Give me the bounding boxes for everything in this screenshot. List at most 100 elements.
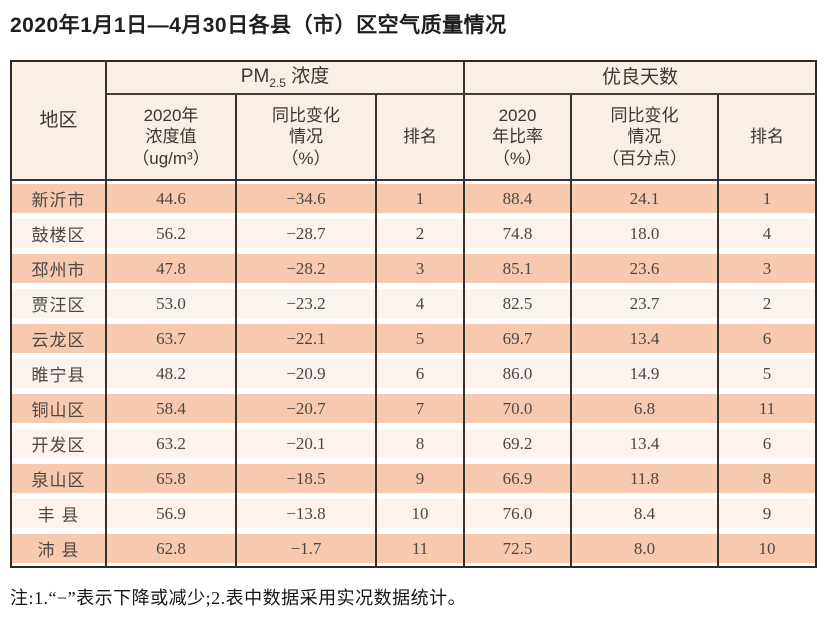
column-header-pm-value: 2020年 浓度值 （ug/m³） <box>106 94 237 181</box>
good-change-cell: 11.8 <box>571 461 719 496</box>
column-header-pm-change: 同比变化 情况 （%） <box>236 94 377 181</box>
pm-rank-cell: 11 <box>376 531 465 567</box>
pm-change-cell: −13.8 <box>236 496 377 531</box>
pm-rank-cell: 5 <box>376 321 465 356</box>
table-row: 泉山区 65.8 −18.5 9 66.9 11.8 8 <box>11 461 817 496</box>
good-change-cell: 14.9 <box>571 356 719 391</box>
pm-value-cell: 56.2 <box>106 216 237 251</box>
good-change-cell: 23.6 <box>571 251 719 286</box>
pm-value-cell: 63.7 <box>106 321 237 356</box>
pm-rank-cell: 4 <box>376 286 465 321</box>
good-ratio-cell: 69.7 <box>464 321 572 356</box>
column-header-region: 地区 <box>11 61 107 181</box>
region-cell: 泉山区 <box>11 461 107 496</box>
good-ratio-cell: 69.2 <box>464 426 572 461</box>
pm-change-cell: −34.6 <box>236 180 377 216</box>
column-group-good-days: 优良天数 <box>464 61 817 95</box>
air-quality-table: 地区 PM2.5 浓度 优良天数 2020年 浓度值 （ug/m³） 同比变化 … <box>10 60 818 568</box>
column-header-good-rank: 排名 <box>718 94 817 181</box>
good-rank-cell: 11 <box>718 391 817 426</box>
pm-value-cell: 65.8 <box>106 461 237 496</box>
pm-rank-cell: 9 <box>376 461 465 496</box>
good-change-cell: 24.1 <box>571 180 719 216</box>
region-cell: 开发区 <box>11 426 107 461</box>
table-row: 开发区 63.2 −20.1 8 69.2 13.4 6 <box>11 426 817 461</box>
pm-value-cell: 56.9 <box>106 496 237 531</box>
region-cell: 丰 县 <box>11 496 107 531</box>
good-ratio-cell: 86.0 <box>464 356 572 391</box>
pm-rank-cell: 7 <box>376 391 465 426</box>
column-group-pm25: PM2.5 浓度 <box>106 61 465 95</box>
good-rank-cell: 8 <box>718 461 817 496</box>
pm-change-cell: −28.2 <box>236 251 377 286</box>
good-rank-cell: 1 <box>718 180 817 216</box>
pm-value-cell: 63.2 <box>106 426 237 461</box>
good-change-cell: 23.7 <box>571 286 719 321</box>
good-ratio-cell: 72.5 <box>464 531 572 567</box>
good-ratio-cell: 82.5 <box>464 286 572 321</box>
region-cell: 新沂市 <box>11 180 107 216</box>
pm-change-cell: −23.2 <box>236 286 377 321</box>
pm-change-cell: −20.9 <box>236 356 377 391</box>
good-rank-cell: 2 <box>718 286 817 321</box>
region-cell: 铜山区 <box>11 391 107 426</box>
pm-change-cell: −20.7 <box>236 391 377 426</box>
good-change-cell: 6.8 <box>571 391 719 426</box>
region-cell: 云龙区 <box>11 321 107 356</box>
good-ratio-cell: 85.1 <box>464 251 572 286</box>
pm-value-cell: 53.0 <box>106 286 237 321</box>
good-change-cell: 8.0 <box>571 531 719 567</box>
pm-rank-cell: 6 <box>376 356 465 391</box>
pm-rank-cell: 8 <box>376 426 465 461</box>
good-ratio-cell: 70.0 <box>464 391 572 426</box>
pm-value-cell: 47.8 <box>106 251 237 286</box>
region-cell: 沛 县 <box>11 531 107 567</box>
table-row: 丰 县 56.9 −13.8 10 76.0 8.4 9 <box>11 496 817 531</box>
region-cell: 贾汪区 <box>11 286 107 321</box>
pm-change-cell: −1.7 <box>236 531 377 567</box>
region-cell: 邳州市 <box>11 251 107 286</box>
good-rank-cell: 6 <box>718 321 817 356</box>
page-title: 2020年1月1日—4月30日各县（市）区空气质量情况 <box>10 14 507 37</box>
table-row: 邳州市 47.8 −28.2 3 85.1 23.6 3 <box>11 251 817 286</box>
pm-change-cell: −18.5 <box>236 461 377 496</box>
column-header-good-change: 同比变化 情况 （百分点） <box>571 94 719 181</box>
header-group-row: 地区 PM2.5 浓度 优良天数 <box>11 61 817 181</box>
table-row: 贾汪区 53.0 −23.2 4 82.5 23.7 2 <box>11 286 817 321</box>
table-row: 睢宁县 48.2 −20.9 6 86.0 14.9 5 <box>11 356 817 391</box>
good-rank-cell: 9 <box>718 496 817 531</box>
table-header: 地区 PM2.5 浓度 优良天数 2020年 浓度值 （ug/m³） 同比变化 … <box>11 61 817 181</box>
pm25-subscript: 2.5 <box>269 75 286 90</box>
pm25-label-rest: 浓度 <box>285 65 330 87</box>
pm-value-cell: 58.4 <box>106 391 237 426</box>
pm25-label: PM <box>240 65 270 87</box>
header-sub-row: 2020年 浓度值 （ug/m³） 同比变化 情况 （%） 排名 2020 年比… <box>11 94 817 181</box>
column-header-pm-rank: 排名 <box>376 94 465 181</box>
good-ratio-cell: 74.8 <box>464 216 572 251</box>
pm-change-cell: −22.1 <box>236 321 377 356</box>
table-body: 新沂市 44.6 −34.6 1 88.4 24.1 1 鼓楼区 56.2 −28.7 2 74.8 1… <box>11 180 817 567</box>
table-row: 铜山区 58.4 −20.7 7 70.0 6.8 11 <box>11 391 817 426</box>
table-row: 沛 县 62.8 −1.7 11 72.5 8.0 10 <box>11 531 817 567</box>
good-rank-cell: 4 <box>718 216 817 251</box>
pm-value-cell: 44.6 <box>106 180 237 216</box>
pm-value-cell: 62.8 <box>106 531 237 567</box>
region-cell: 睢宁县 <box>11 356 107 391</box>
region-cell: 鼓楼区 <box>11 216 107 251</box>
table-row: 云龙区 63.7 −22.1 5 69.7 13.4 6 <box>11 321 817 356</box>
table-row: 新沂市 44.6 −34.6 1 88.4 24.1 1 <box>11 180 817 216</box>
pm-change-cell: −28.7 <box>236 216 377 251</box>
good-ratio-cell: 76.0 <box>464 496 572 531</box>
good-change-cell: 18.0 <box>571 216 719 251</box>
good-change-cell: 13.4 <box>571 321 719 356</box>
pm-rank-cell: 10 <box>376 496 465 531</box>
footnote: 注:1.“−”表示下降或减少;2.表中数据采用实况数据统计。 <box>10 588 467 608</box>
good-change-cell: 13.4 <box>571 426 719 461</box>
good-rank-cell: 5 <box>718 356 817 391</box>
pm-rank-cell: 1 <box>376 180 465 216</box>
good-rank-cell: 10 <box>718 531 817 567</box>
good-rank-cell: 6 <box>718 426 817 461</box>
pm-rank-cell: 2 <box>376 216 465 251</box>
good-rank-cell: 3 <box>718 251 817 286</box>
